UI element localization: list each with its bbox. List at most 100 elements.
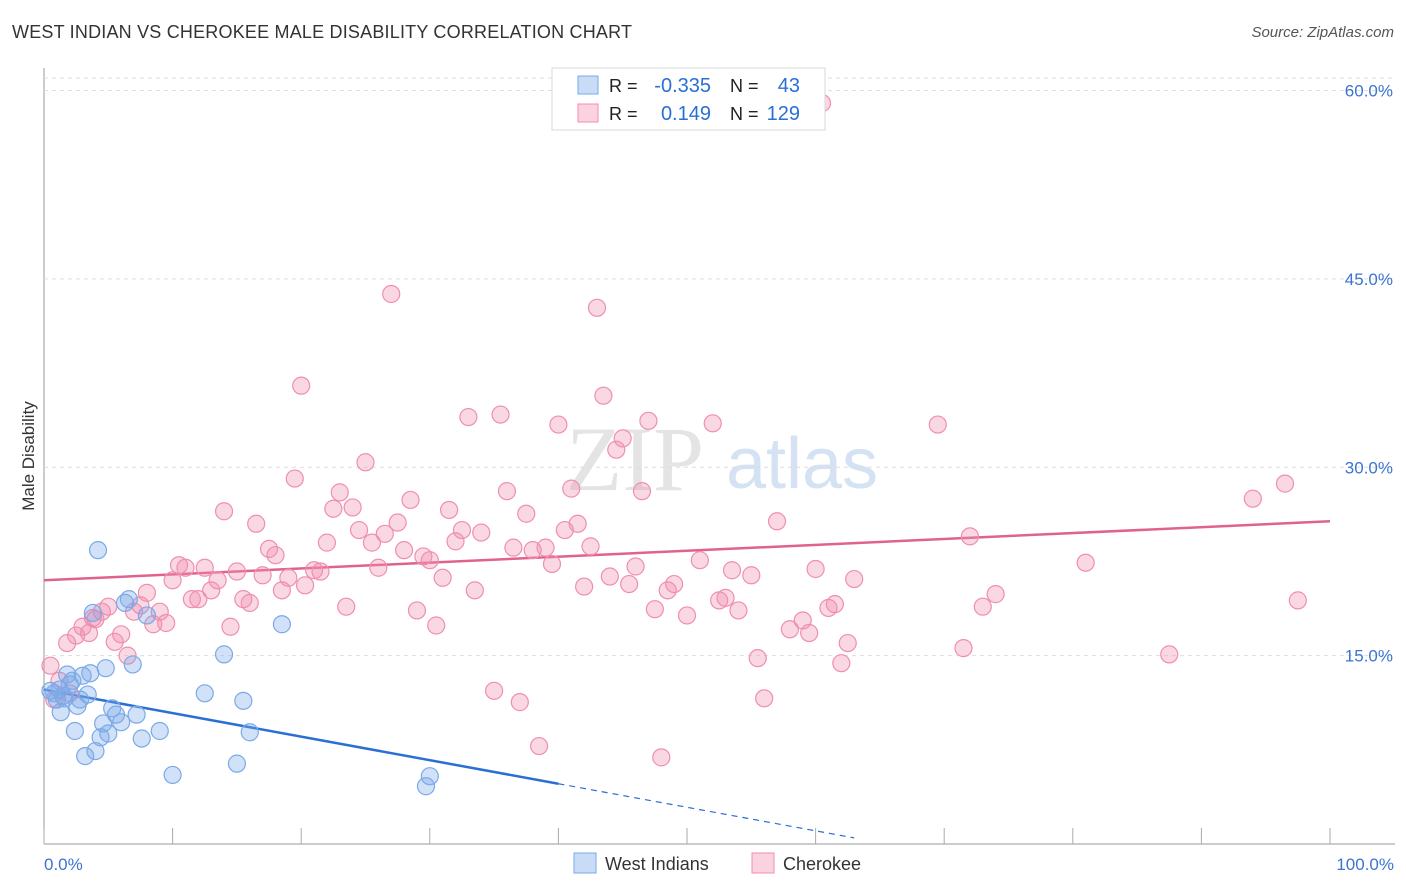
cherokee-point <box>536 538 555 557</box>
y-tick-label: 30.0% <box>1345 458 1393 477</box>
cherokee-point <box>317 533 337 552</box>
cherokee-point <box>195 558 214 577</box>
cherokee-point <box>581 537 600 556</box>
west-indians-point <box>96 659 115 678</box>
west-indians-point <box>99 724 118 743</box>
cherokee-point <box>986 585 1005 604</box>
source-label: Source: ZipAtlas.com <box>1251 24 1394 41</box>
cherokee-point <box>780 620 799 639</box>
series-legend: West Indians Cherokee <box>573 852 861 874</box>
cherokee-point <box>311 562 330 581</box>
cherokee-point <box>394 541 414 560</box>
cherokee-point <box>838 633 857 653</box>
cherokee-point <box>626 557 645 576</box>
cherokee-point <box>575 577 594 596</box>
cherokee-point <box>221 617 240 636</box>
cherokee-point <box>677 606 697 625</box>
west-indians-point <box>195 684 214 703</box>
cherokee-point <box>825 595 844 614</box>
bottom-legend-swatch-cherokee <box>751 852 775 874</box>
cherokee-point <box>1076 553 1095 572</box>
cherokee-point <box>1243 489 1262 508</box>
cherokee-point <box>112 625 131 644</box>
watermark-zip: ZIP <box>566 408 704 510</box>
legend-r-label-1: R = <box>609 76 638 96</box>
cherokee-point <box>439 500 459 520</box>
cherokee-point <box>253 566 272 585</box>
cherokee-point <box>459 407 478 427</box>
west-indians-point <box>137 606 156 625</box>
y-tick-label: 45.0% <box>1345 270 1393 289</box>
cherokee-point <box>208 571 227 590</box>
legend-n-label-2: N = <box>730 104 759 124</box>
west-indians-point <box>63 671 82 690</box>
cherokee-point <box>240 593 259 612</box>
west-indians-point <box>86 741 105 761</box>
y-axis-label: Male Disability <box>19 401 38 511</box>
cherokee-point <box>266 546 285 565</box>
west-indians-point <box>132 729 151 748</box>
cherokee-point <box>806 559 825 579</box>
bottom-legend-label-west-indians: West Indians <box>605 854 709 874</box>
cherokee-point <box>845 569 864 589</box>
cherokee-point <box>497 482 517 501</box>
west-indians-point <box>416 777 436 796</box>
cherokee-point <box>157 613 176 633</box>
west-indians-point <box>65 721 84 741</box>
west-indians-point <box>123 655 142 674</box>
watermark-atlas: atlas <box>726 424 878 504</box>
cherokee-point <box>427 616 446 635</box>
cherokee-point <box>182 590 201 609</box>
correlation-legend: R = -0.335 N = 43 R = 0.149 N = 129 <box>551 67 826 131</box>
west-indians-point <box>227 754 246 773</box>
cherokee-point <box>163 571 182 590</box>
cherokee-point <box>587 298 607 317</box>
west-indians-point <box>119 590 138 609</box>
x-max-label: 100.0% <box>1336 855 1394 874</box>
cherokee-point <box>665 574 684 594</box>
cherokee-point <box>767 512 787 531</box>
cherokee-point <box>337 597 356 616</box>
trend-line-extension-0 <box>558 783 855 839</box>
cherokee-point <box>800 623 819 643</box>
legend-r-label-2: R = <box>609 104 638 124</box>
cherokee-point <box>324 499 343 518</box>
cherokee-point <box>304 561 324 580</box>
cherokee-point <box>247 514 266 533</box>
cherokee-point <box>99 597 118 616</box>
cherokee-point <box>652 748 671 767</box>
cherokee-point <box>639 411 658 430</box>
cherokee-point <box>742 566 761 585</box>
west-indians-point <box>240 723 259 742</box>
cherokee-point <box>755 689 774 708</box>
west-indians-point <box>420 767 439 786</box>
cherokee-point <box>401 490 420 510</box>
west-indians-point <box>272 615 292 634</box>
cherokee-point <box>729 601 748 620</box>
legend-r-value-1: -0.335 <box>654 75 711 97</box>
legend-n-value-1: 43 <box>778 75 800 97</box>
west-indians-point <box>127 705 146 724</box>
west-indians-point <box>150 721 169 741</box>
cherokee-point <box>632 482 652 501</box>
west-indians-point <box>88 541 108 560</box>
cherokee-point <box>137 583 156 602</box>
cherokee-point <box>973 597 992 616</box>
cherokee-point <box>562 479 581 498</box>
bottom-legend-label-cherokee: Cherokee <box>783 854 861 874</box>
x-min-label: 0.0% <box>44 855 83 874</box>
cherokee-point <box>375 524 394 543</box>
cherokee-point <box>330 483 349 502</box>
cherokee-point <box>452 520 472 540</box>
cherokee-point <box>690 551 709 570</box>
cherokee-point <box>407 601 427 620</box>
cherokee-point <box>472 523 491 542</box>
cherokee-point <box>954 639 973 658</box>
cherokee-point <box>568 514 587 533</box>
cherokee-point <box>613 429 632 448</box>
trend-line-1 <box>43 520 1331 582</box>
cherokee-point <box>292 376 311 395</box>
cherokee-point <box>465 581 484 600</box>
cherokee-point <box>594 386 613 405</box>
cherokee-point <box>388 513 407 532</box>
